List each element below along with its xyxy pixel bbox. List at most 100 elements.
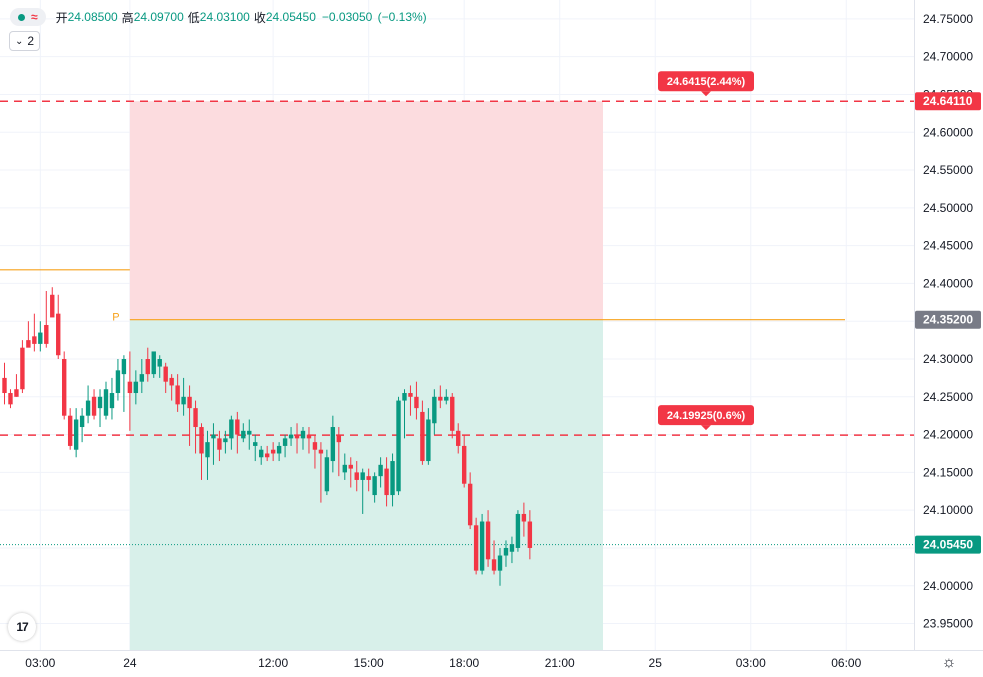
candle[interactable] (438, 385, 443, 409)
tradingview-logo[interactable]: 17 (8, 613, 36, 641)
candle[interactable] (306, 427, 312, 454)
candle[interactable] (229, 415, 234, 450)
candle[interactable] (515, 510, 521, 552)
candle[interactable] (223, 430, 228, 454)
candle[interactable] (32, 313, 37, 352)
candle[interactable] (241, 423, 246, 443)
candle[interactable] (56, 294, 61, 360)
candle[interactable] (97, 389, 103, 428)
candle[interactable] (253, 434, 258, 462)
gear-icon[interactable]: ☼ (941, 654, 957, 671)
candle[interactable] (450, 393, 455, 439)
change-percent: (−0.13%) (377, 10, 427, 24)
candle[interactable] (497, 547, 503, 586)
candle[interactable] (330, 415, 336, 473)
candle[interactable] (187, 385, 192, 446)
candle[interactable] (211, 423, 216, 465)
candle[interactable] (259, 445, 264, 465)
candle[interactable] (115, 359, 121, 401)
candle[interactable] (133, 370, 139, 405)
candle[interactable] (348, 457, 353, 488)
candle[interactable] (44, 290, 49, 348)
candle[interactable] (175, 374, 180, 412)
candle[interactable] (163, 362, 168, 394)
indicators-toggle-button[interactable]: ⌄ 2 (9, 31, 41, 51)
candle[interactable] (62, 351, 67, 420)
candle[interactable] (414, 381, 419, 420)
candle-body (426, 419, 431, 462)
candle[interactable] (282, 434, 288, 458)
candle[interactable] (73, 408, 79, 458)
candle[interactable] (444, 389, 449, 405)
candle[interactable] (342, 453, 347, 480)
symbol-status-pill[interactable]: ≈ (10, 8, 46, 26)
candle[interactable] (378, 457, 383, 488)
candle[interactable] (461, 434, 467, 488)
candle[interactable] (270, 442, 276, 462)
candle[interactable] (91, 389, 97, 420)
candle[interactable] (205, 430, 210, 480)
candle[interactable] (473, 517, 479, 575)
candle[interactable] (402, 389, 407, 439)
candle[interactable] (14, 374, 19, 397)
candle[interactable] (324, 449, 330, 496)
candle[interactable] (109, 377, 115, 420)
candle[interactable] (336, 427, 342, 477)
candle[interactable] (247, 419, 252, 450)
candle[interactable] (181, 377, 186, 416)
candle[interactable] (426, 408, 431, 465)
candle[interactable] (354, 461, 359, 492)
candle[interactable] (485, 510, 491, 567)
candlestick-series[interactable] (2, 287, 533, 586)
candle[interactable] (151, 351, 156, 378)
candle[interactable] (79, 408, 85, 443)
candle[interactable] (372, 472, 377, 503)
candle[interactable] (300, 427, 306, 450)
candle[interactable] (217, 430, 222, 462)
candle-body (241, 430, 246, 439)
candle[interactable] (521, 502, 527, 537)
candle[interactable] (20, 340, 25, 394)
candle[interactable] (390, 453, 395, 507)
candle[interactable] (50, 287, 55, 318)
candle[interactable] (276, 442, 282, 462)
candle[interactable] (312, 434, 318, 469)
candle[interactable] (420, 400, 425, 465)
candle[interactable] (366, 468, 371, 492)
candle[interactable] (408, 385, 413, 416)
candle[interactable] (491, 540, 497, 575)
candle[interactable] (503, 540, 509, 567)
candle[interactable] (396, 396, 401, 496)
candle[interactable] (199, 423, 204, 480)
candle[interactable] (139, 359, 145, 394)
candle[interactable] (264, 445, 270, 462)
candle[interactable] (67, 408, 73, 450)
candle[interactable] (527, 510, 533, 560)
candle[interactable] (193, 400, 198, 454)
candle[interactable] (318, 442, 324, 503)
candle[interactable] (145, 347, 150, 382)
candle[interactable] (235, 411, 240, 454)
candle[interactable] (103, 381, 109, 420)
price-axis (914, 0, 983, 677)
candle[interactable] (2, 362, 7, 405)
candle[interactable] (85, 385, 91, 424)
candle[interactable] (432, 389, 437, 435)
candle[interactable] (360, 468, 365, 514)
high-label: 高 (121, 10, 134, 25)
candle[interactable] (288, 427, 294, 446)
candle[interactable] (8, 389, 13, 409)
candle[interactable] (169, 374, 174, 401)
candle[interactable] (38, 321, 43, 352)
candle[interactable] (467, 472, 473, 530)
candle[interactable] (294, 423, 300, 454)
candle[interactable] (121, 355, 127, 412)
candle[interactable] (384, 457, 389, 507)
candle[interactable] (127, 351, 133, 431)
candle[interactable] (479, 513, 485, 575)
candle[interactable] (456, 423, 461, 454)
candle[interactable] (157, 355, 162, 378)
candle[interactable] (26, 321, 31, 348)
candle[interactable] (509, 536, 515, 564)
